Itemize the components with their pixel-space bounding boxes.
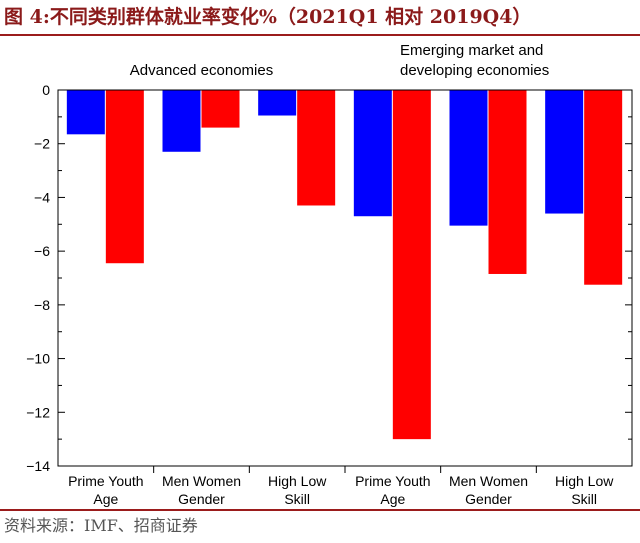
title-rule [0, 34, 640, 36]
category-label: Gender [178, 491, 225, 507]
bar-blue [545, 90, 584, 214]
chart-title: 图 4:不同类别群体就业率变化%（2021Q1 相对 2019Q4） [4, 6, 532, 28]
bar-red [105, 90, 144, 264]
y-tick-label: −4 [34, 189, 50, 205]
group-label: Emerging market and [400, 42, 543, 59]
y-tick-label: −10 [26, 351, 50, 367]
y-tick-label: −2 [34, 136, 50, 152]
bar-red [488, 90, 527, 274]
bar-blue [353, 90, 392, 217]
group-label: Advanced economies [130, 62, 273, 79]
category-label: High Low [268, 473, 327, 489]
y-tick-label: −14 [26, 458, 50, 474]
y-tick-label: 0 [42, 82, 50, 98]
category-label: Skill [284, 491, 310, 507]
bar-red [201, 90, 240, 128]
y-tick-label: −8 [34, 297, 50, 313]
category-label: Age [380, 491, 405, 507]
category-label: High Low [555, 473, 614, 489]
category-label: Men Women [449, 473, 528, 489]
bar-red [392, 90, 431, 440]
source-rule [0, 509, 640, 511]
bar-blue [258, 90, 297, 116]
group-label: developing economies [400, 62, 549, 79]
bar-blue [66, 90, 105, 135]
bar-red [584, 90, 623, 285]
category-label: Prime Youth [355, 473, 431, 489]
category-label: Prime Youth [68, 473, 144, 489]
category-label: Men Women [162, 473, 241, 489]
y-tick-label: −6 [34, 243, 50, 259]
category-label: Age [93, 491, 118, 507]
bar-chart: Prime Youth Age Men Women Gender High Low Ski… [26, 42, 633, 507]
bar-blue [162, 90, 201, 152]
source-note: 资料来源：IMF、招商证券 [4, 516, 198, 535]
category-label: Skill [571, 491, 597, 507]
y-tick-label: −12 [26, 404, 50, 420]
bar-blue [449, 90, 488, 226]
bar-red [297, 90, 336, 206]
category-label: Gender [465, 491, 512, 507]
